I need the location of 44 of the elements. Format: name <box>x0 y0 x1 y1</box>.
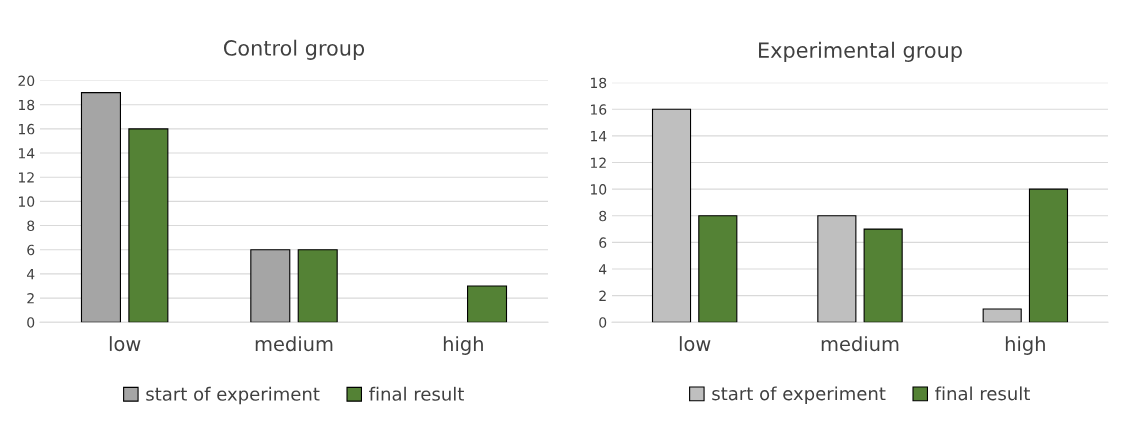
bar <box>467 285 508 323</box>
y-tick-label: 6 <box>599 237 607 248</box>
y-tick-label: 4 <box>26 269 35 280</box>
legend-label: start of experiment <box>146 386 320 405</box>
y-tick-label: 4 <box>598 264 607 275</box>
y-tick-label: 6 <box>27 244 35 256</box>
bar <box>297 249 338 323</box>
y-tick-label: 20 <box>18 75 35 87</box>
x-tick-label: medium <box>821 336 899 352</box>
y-tick-label: 12 <box>590 157 606 168</box>
x-tick-label: medium <box>255 336 333 352</box>
y-tick-label: 16 <box>590 104 607 115</box>
bar <box>698 215 738 323</box>
x-tick-label: low <box>109 336 141 352</box>
bar <box>863 228 903 323</box>
legend-label: final result <box>935 386 1030 401</box>
bar <box>80 92 121 323</box>
x-tick-label: high <box>443 336 483 355</box>
y-tick-label: 10 <box>18 196 35 207</box>
y-tick-label: 14 <box>18 148 35 159</box>
y-tick-label: 0 <box>599 317 607 328</box>
y-tick-label: 16 <box>18 123 35 135</box>
y-tick-label: 12 <box>18 172 34 183</box>
y-tick-label: 10 <box>590 184 607 195</box>
bar <box>250 249 291 323</box>
chart-title: Control group <box>223 39 365 60</box>
y-tick-label: 18 <box>18 99 35 111</box>
bar <box>817 215 857 323</box>
y-tick-label: 14 <box>590 131 607 142</box>
x-tick-label: high <box>1005 336 1045 355</box>
legend-label: start of experiment <box>712 386 886 404</box>
chart-title: Experimental group <box>759 41 962 63</box>
y-tick-label: 18 <box>590 77 607 89</box>
y-tick-label: 8 <box>27 220 35 232</box>
y-tick-label: 2 <box>599 290 606 301</box>
y-tick-label: 8 <box>599 210 607 222</box>
bar <box>651 108 692 323</box>
bar <box>1028 188 1069 323</box>
bar <box>982 308 1022 323</box>
bar <box>128 128 169 323</box>
x-tick-label: low <box>679 336 711 352</box>
y-tick-label: 0 <box>27 317 35 328</box>
legend-label: final result <box>369 386 464 401</box>
y-tick-label: 2 <box>27 293 34 304</box>
